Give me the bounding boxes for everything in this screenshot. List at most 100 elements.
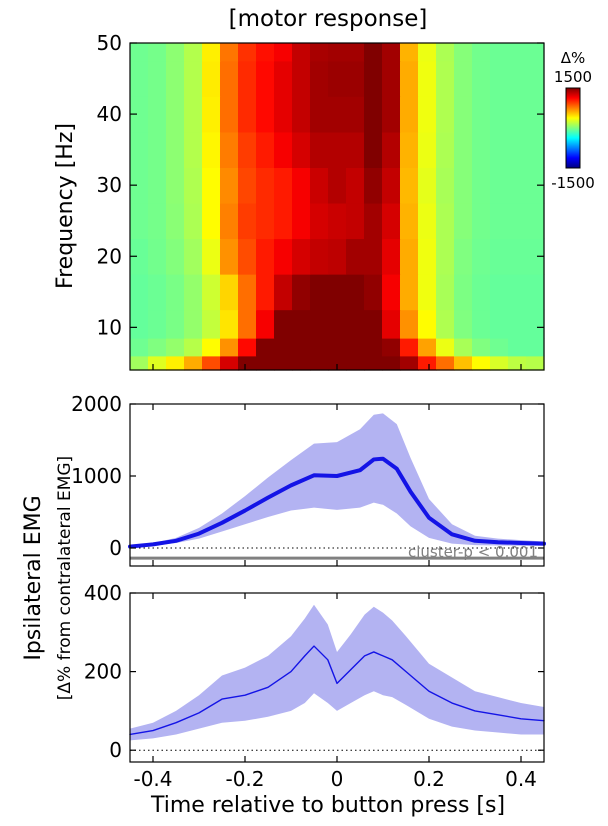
heatmap-cell	[436, 355, 455, 371]
heatmap-cell	[436, 131, 455, 168]
heatmap-cell	[508, 43, 527, 62]
heatmap-cell	[436, 338, 455, 357]
heatmap-cell	[418, 238, 437, 275]
heatmap-cell	[526, 202, 545, 240]
heatmap-y-ticks: 10 20 30 40 50	[97, 31, 544, 370]
heatmap-cell	[310, 355, 329, 371]
heatmap-cell	[454, 309, 473, 339]
heatmap-cell	[418, 60, 437, 97]
y-tick-label: 1000	[71, 464, 122, 488]
heatmap-cell	[508, 96, 527, 133]
y-tick-label: 200	[84, 660, 122, 684]
heatmap-cell	[508, 274, 527, 311]
heatmap-cell	[328, 309, 347, 339]
colorbar-max-label: 1500	[554, 68, 592, 86]
heatmap-cell	[148, 131, 167, 168]
heatmap-cell	[274, 355, 293, 371]
heatmap-cell	[490, 309, 509, 339]
heatmap-cell	[166, 43, 185, 62]
heatmap-cell	[256, 309, 275, 339]
heatmap-cell	[166, 338, 185, 357]
heatmap-cell	[274, 338, 293, 357]
heatmap-cell	[382, 96, 401, 133]
heatmap-cell	[490, 167, 509, 204]
heatmap-cell	[220, 202, 239, 240]
heatmap-cell	[436, 43, 455, 62]
heatmap-cell	[418, 202, 437, 240]
heatmap-cell	[256, 238, 275, 275]
heatmap-cell	[166, 274, 185, 311]
heatmap-cell	[130, 202, 149, 240]
heatmap-cell	[346, 43, 365, 62]
heatmap-cell	[310, 131, 329, 168]
heatmap-cell	[238, 338, 257, 357]
heatmap-cell	[292, 202, 311, 240]
heatmap-cell	[436, 309, 455, 339]
heatmap-cell	[292, 167, 311, 204]
heatmap-cell	[166, 167, 185, 204]
heatmap-cell	[238, 96, 257, 133]
heatmap-cell	[400, 202, 419, 240]
heatmap-cell	[382, 60, 401, 97]
emg-panel-1: 0 1000 2000 cluster-p < 0.001	[71, 392, 546, 567]
heatmap-cell	[292, 238, 311, 275]
emg-panel-2-plot	[129, 604, 545, 751]
heatmap-cell	[328, 338, 347, 357]
heatmap-cell	[166, 60, 185, 97]
heatmap-cell	[436, 238, 455, 275]
heatmap-cell	[346, 202, 365, 240]
heatmap-cell	[274, 167, 293, 204]
heatmap-cell	[256, 167, 275, 204]
heatmap-cell	[328, 167, 347, 204]
heatmap-cell	[184, 167, 203, 204]
heatmap-cell	[364, 43, 383, 62]
heatmap-cell	[382, 274, 401, 311]
heatmap-cell	[328, 60, 347, 97]
colorbar-min-label: -1500	[551, 174, 595, 192]
emg-panel-1-axes: 0 1000 2000	[71, 392, 545, 567]
heatmap-cell	[454, 167, 473, 204]
heatmap-cell	[454, 274, 473, 311]
heatmap-cell	[184, 202, 203, 240]
heatmap-cell	[184, 355, 203, 371]
heatmap-cell	[346, 355, 365, 371]
heatmap-cell	[184, 274, 203, 311]
heatmap-cell	[436, 167, 455, 204]
heatmap-cell	[346, 238, 365, 275]
y-tick-label: 0	[109, 738, 122, 762]
heatmap-cell	[328, 96, 347, 133]
heatmap-cell	[472, 131, 491, 168]
heatmap-cell	[238, 131, 257, 168]
heatmap-cell	[328, 43, 347, 62]
ipsilateral-y-label: Ipsilateral EMG	[21, 495, 46, 660]
heatmap-cell	[400, 167, 419, 204]
heatmap-cell	[184, 131, 203, 168]
heatmap-cell	[328, 274, 347, 311]
heatmap-cell	[490, 202, 509, 240]
heatmap-cell	[418, 96, 437, 133]
heatmap-cell	[256, 43, 275, 62]
x-axis-label: Time relative to button press [s]	[150, 793, 505, 818]
heatmap-cell	[148, 202, 167, 240]
heatmap-cell	[472, 238, 491, 275]
heatmap-cell	[166, 131, 185, 168]
heatmap-cell	[418, 338, 437, 357]
heatmap-cell	[418, 355, 437, 371]
heatmap-cell	[310, 167, 329, 204]
heatmap-cell	[310, 202, 329, 240]
heatmap-cell	[364, 238, 383, 275]
heatmap-cell	[184, 238, 203, 275]
heatmap-cell	[148, 238, 167, 275]
heatmap-cell	[382, 309, 401, 339]
heatmap-cell	[436, 96, 455, 133]
x-tick-label: -0.2	[225, 767, 264, 791]
heatmap-cell	[202, 238, 221, 275]
heatmap-cell	[382, 131, 401, 168]
confidence-band	[130, 604, 544, 741]
heatmap-cell	[508, 238, 527, 275]
heatmap-cell	[400, 355, 419, 371]
heatmap-cell	[508, 338, 527, 357]
heatmap-y-tick-label: 10	[97, 315, 122, 339]
emg-panel-1-plot	[128, 413, 546, 560]
